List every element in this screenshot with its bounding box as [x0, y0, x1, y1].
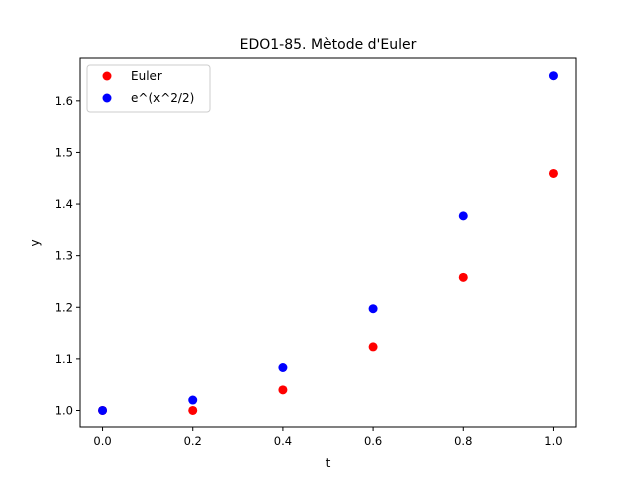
axis-ticks: 0.0 0.2 0.4 0.6 0.8 1.0 1.0 1.1 1.2 1.3 1.4 1.5 1.6: [55, 94, 563, 448]
legend-marker-exact: [102, 93, 112, 103]
y-tick-label: 1.2: [55, 300, 73, 314]
chart-title: EDO1-85. Mètode d'Euler: [240, 37, 417, 53]
data-point: [368, 342, 378, 352]
x-tick-label: 0.0: [93, 434, 111, 448]
y-tick-label: 1.1: [55, 352, 73, 366]
legend-label-exact: e^(x^2/2): [131, 91, 194, 105]
x-tick-label: 0.8: [454, 434, 472, 448]
data-point: [188, 395, 198, 405]
plot-area: [79, 57, 577, 428]
x-tick-label: 0.6: [364, 434, 382, 448]
y-tick-label: 1.5: [55, 145, 73, 159]
data-point: [188, 405, 198, 415]
data-point: [278, 385, 288, 395]
legend-label-euler: Euler: [131, 69, 162, 83]
data-points: [98, 71, 558, 415]
data-point: [98, 405, 108, 415]
axes-frame: [79, 57, 577, 428]
data-point: [278, 362, 288, 372]
data-point: [458, 211, 468, 221]
data-point: [548, 71, 558, 81]
series-1: [98, 71, 558, 415]
legend-box: [86, 64, 211, 113]
y-tick-label: 1.4: [55, 197, 73, 211]
legend-marker-euler: [102, 71, 112, 81]
x-axis-label: t: [326, 456, 331, 470]
y-axis-label: y: [28, 239, 42, 246]
legend: Euler e^(x^2/2): [86, 64, 211, 113]
y-tick-label: 1.6: [55, 94, 73, 108]
data-point: [368, 304, 378, 314]
y-tick-label: 1.3: [55, 249, 73, 263]
x-tick-label: 0.4: [274, 434, 292, 448]
y-tick-label: 1.0: [55, 403, 73, 417]
x-tick-label: 0.2: [184, 434, 202, 448]
data-point: [548, 168, 558, 178]
x-tick-label: 1.0: [544, 434, 562, 448]
data-point: [458, 272, 468, 282]
